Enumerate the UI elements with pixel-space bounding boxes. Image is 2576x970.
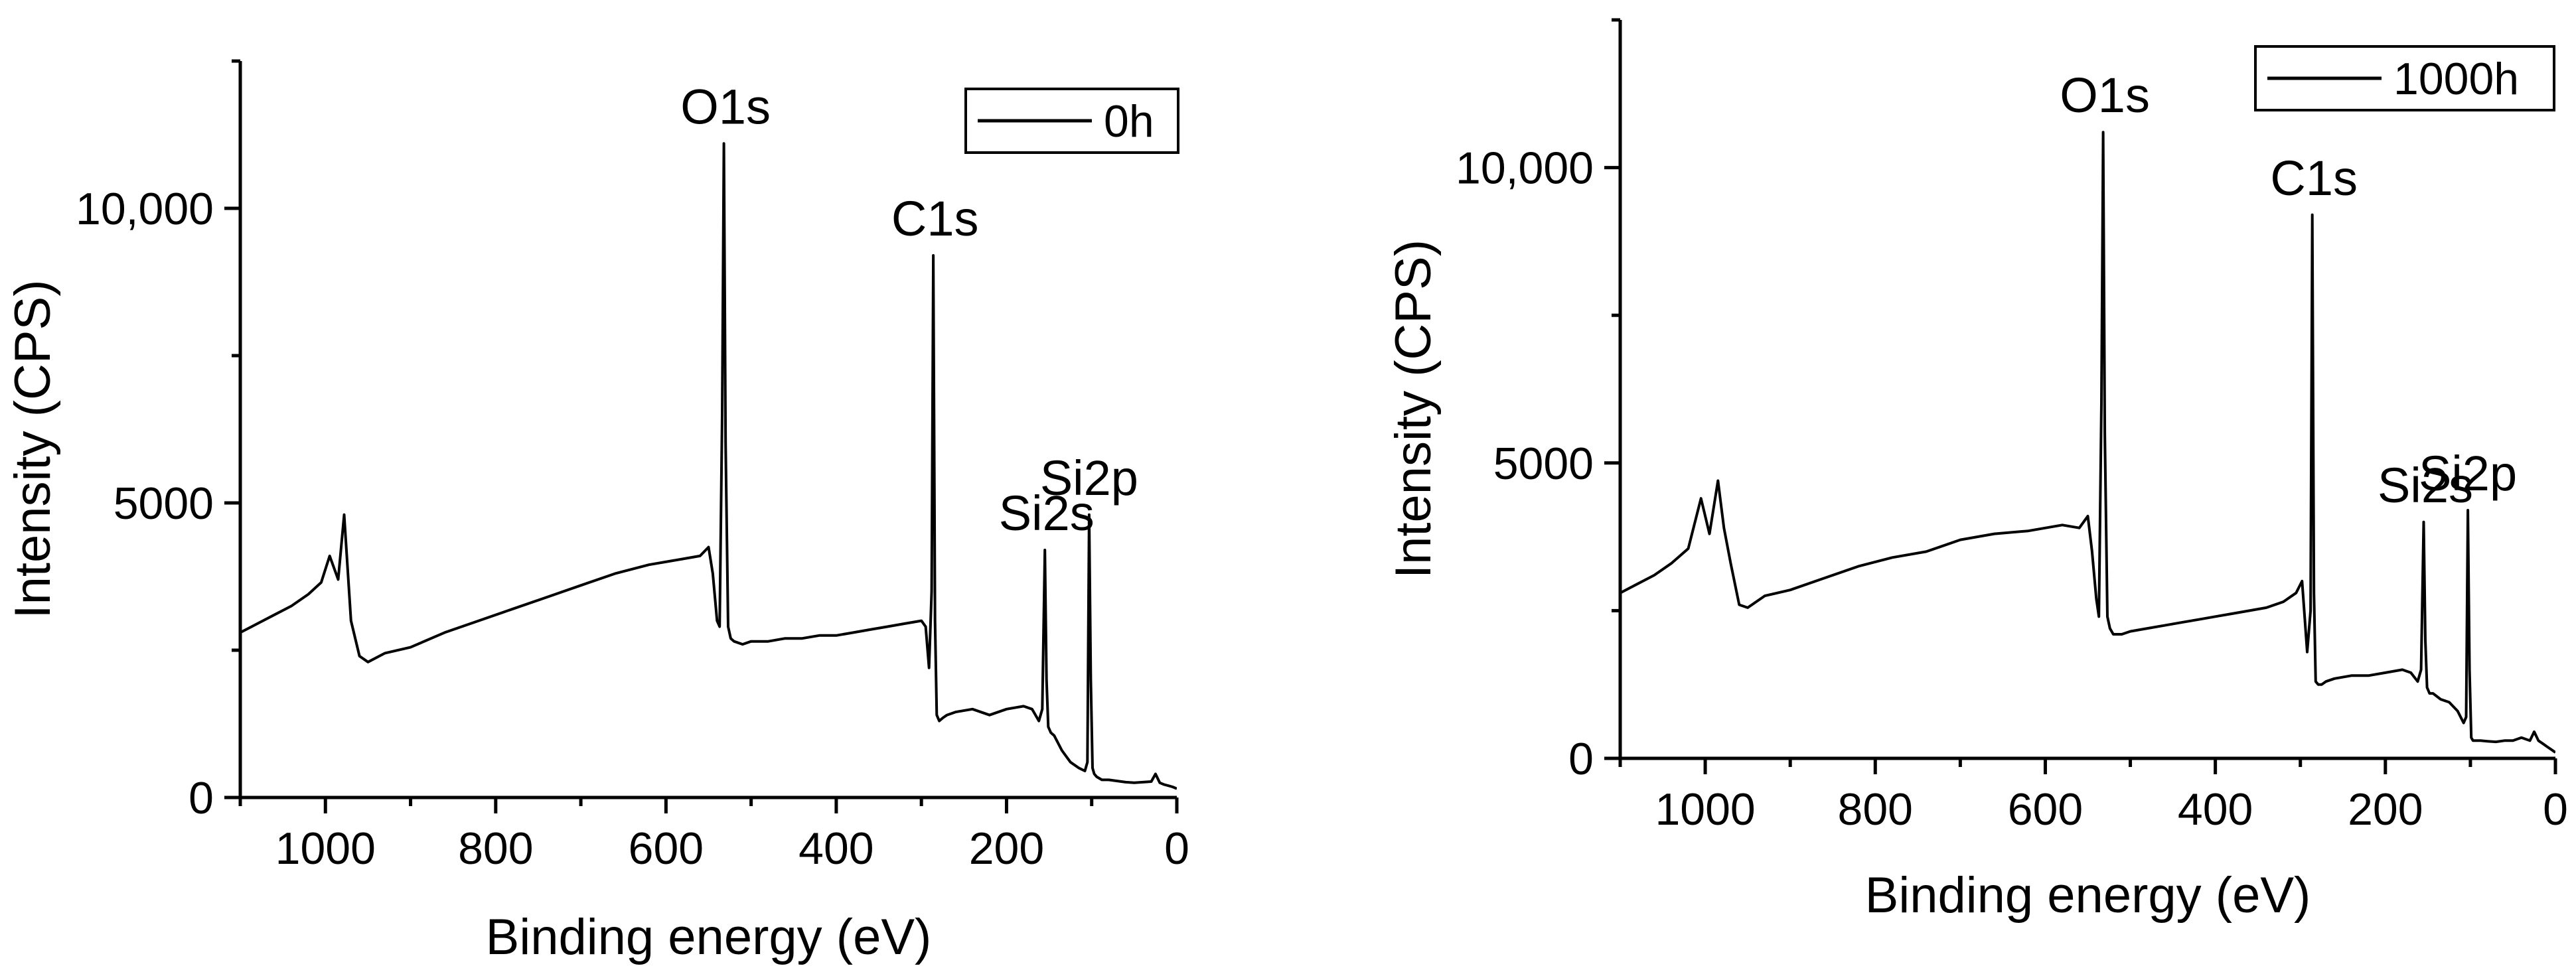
- y-tick-label: 0: [1568, 734, 1594, 784]
- peak-label-Si2p: Si2p: [2419, 446, 2517, 501]
- x-tick-label: 800: [1838, 784, 1913, 835]
- y-tick-label: 5000: [1493, 439, 1594, 489]
- x-tick-label: 600: [2008, 784, 2083, 835]
- peak-label-C1s: C1s: [891, 191, 979, 246]
- y-tick-label: 5000: [114, 478, 214, 529]
- x-tick-label: 200: [2348, 784, 2423, 835]
- series-line-0h: [240, 142, 1177, 790]
- x-tick-label: 200: [969, 823, 1044, 874]
- x-tick-label: 0: [2543, 784, 2568, 835]
- x-tick-label: 0: [1164, 823, 1189, 874]
- y-axis-title: Intensity (CPS): [1385, 240, 1442, 579]
- series-line-1000h: [1620, 131, 2555, 754]
- x-tick-label: 400: [2178, 784, 2253, 835]
- chart-panel-0h: 1000 800 600 400 200 0 0 5000 10,000 Binding ener…: [5, 59, 1189, 965]
- y-axis-title: Intensity (CPS): [5, 279, 61, 618]
- x-axis-title: Binding energy (eV): [486, 909, 932, 965]
- y-tick-label: 0: [189, 773, 214, 823]
- peak-label-Si2s: Si2s: [999, 486, 1095, 541]
- x-tick-label: 1000: [1655, 784, 1755, 835]
- legend-label: 1000h: [2393, 54, 2519, 104]
- x-axis-title: Binding energy (eV): [1865, 867, 2311, 924]
- peak-label-C1s: C1s: [2270, 151, 2358, 206]
- y-tick-label: 10,000: [76, 184, 214, 234]
- y-tick-label: 10,000: [1456, 143, 1594, 194]
- peak-label-Si2s: Si2s: [2378, 458, 2473, 513]
- x-tick-label: 600: [629, 823, 704, 874]
- legend-label: 0h: [1104, 96, 1154, 147]
- peak-label-Si2p: Si2p: [1040, 450, 1138, 506]
- x-tick-label: 400: [798, 823, 873, 874]
- chart-panel-1000h: 1000 800 600 400 200 0 0 5000 10,000 Binding ener…: [1385, 18, 2568, 924]
- peak-label-O1s: O1s: [2060, 68, 2150, 123]
- x-tick-label: 1000: [275, 823, 376, 874]
- peak-label-O1s: O1s: [680, 79, 771, 134]
- x-tick-label: 800: [458, 823, 533, 874]
